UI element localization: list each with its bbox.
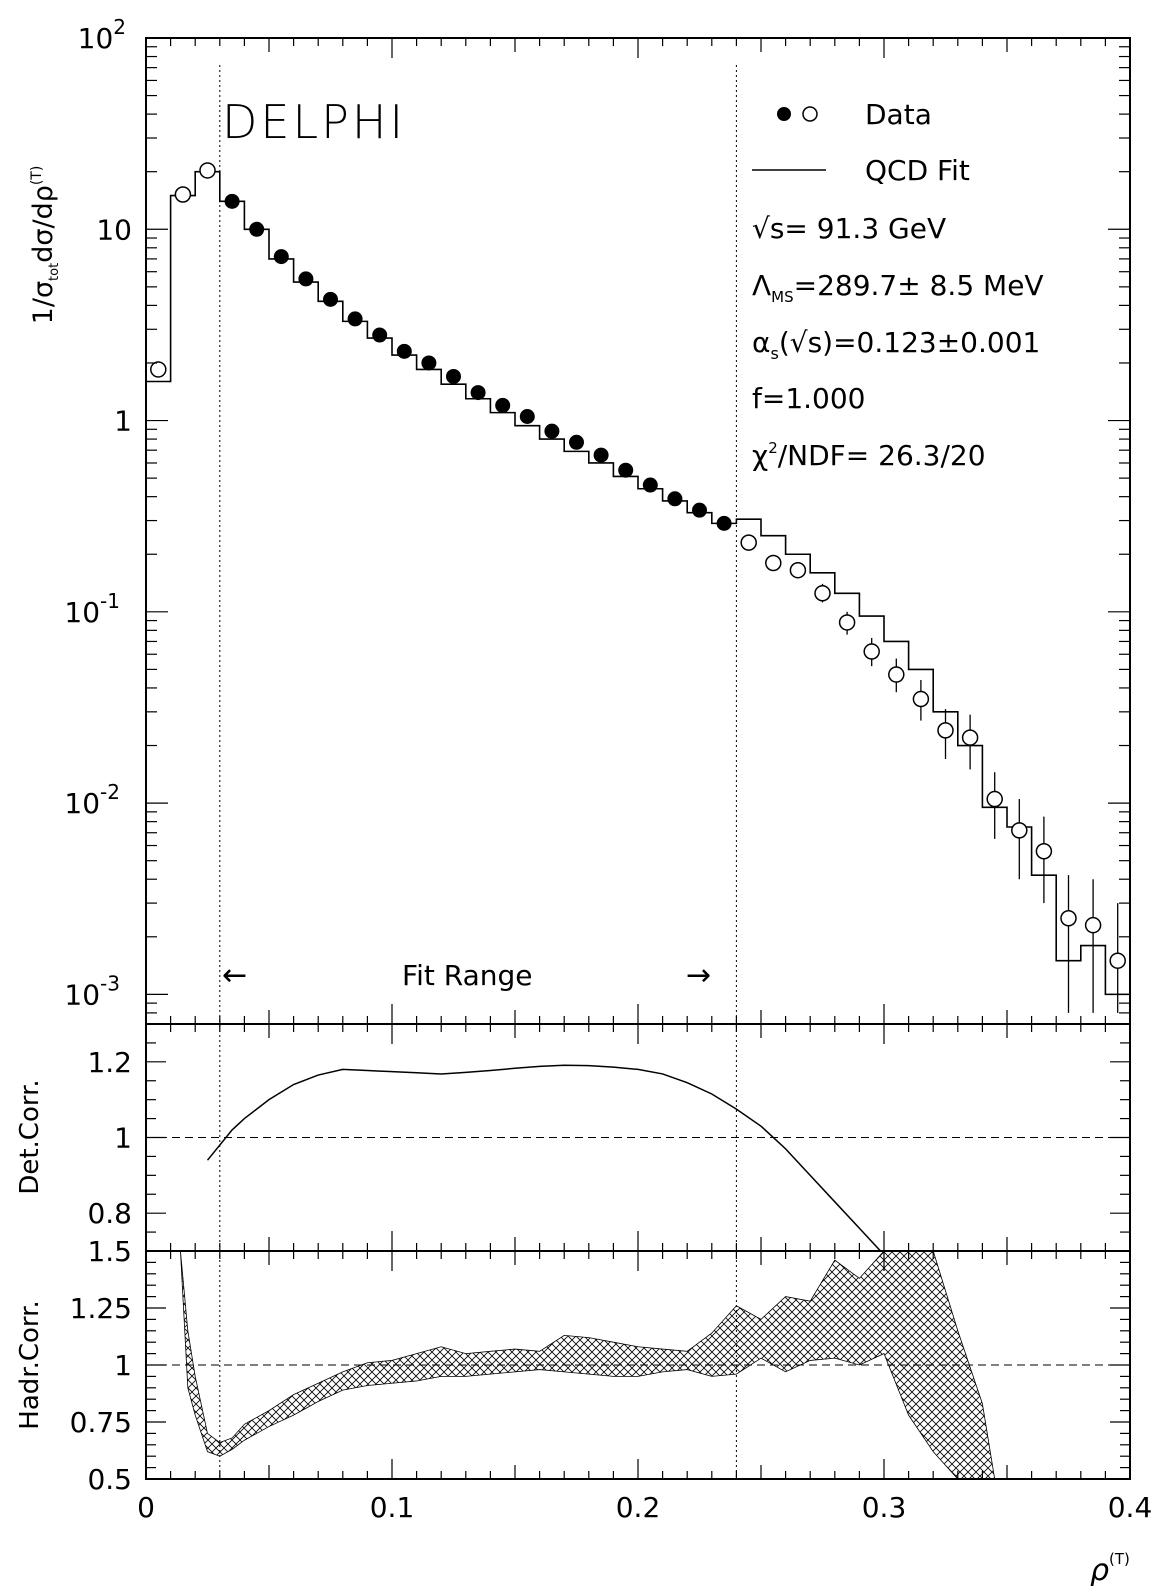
legend-data-label: Data: [865, 98, 932, 131]
data-point-filled: [224, 193, 240, 209]
had-y-tick-label: 1: [114, 1349, 132, 1382]
data-point-filled: [347, 311, 363, 327]
detector-correction-curve: [206, 1064, 882, 1251]
y-tick-label: 10-3: [64, 971, 120, 1011]
main-y-axis-title: 1/σtotdσ/dρ(T): [28, 166, 62, 325]
axis-ticks: [145, 37, 1131, 1480]
data-point-open: [838, 614, 856, 631]
had-y-tick-label: 1.5: [87, 1235, 132, 1268]
data-point-open: [1109, 952, 1126, 969]
data-point-open: [199, 162, 216, 179]
x-tick-label: 0.1: [370, 1491, 415, 1524]
hadronization-y-axis-title: Hadr.Corr.: [15, 1300, 45, 1429]
qcd-fit-step-line: [146, 170, 1130, 996]
data-point-filled: [298, 271, 314, 287]
data-point-filled: [421, 355, 437, 371]
data-point-open: [863, 643, 880, 660]
data-point-open: [1060, 910, 1077, 927]
y-tick-label: 102: [78, 15, 126, 55]
data-point-filled: [273, 249, 289, 265]
data-point-open: [1035, 843, 1053, 860]
data-point-filled: [642, 477, 658, 493]
f-annotation: f=1.000: [752, 382, 865, 415]
fit-range-arrow-left: ←: [222, 958, 247, 993]
had-y-tick-label: 0.75: [70, 1406, 132, 1439]
data-point-open: [740, 534, 757, 551]
fit-range-arrow-right: →: [686, 958, 711, 993]
data-point-filled: [692, 502, 707, 518]
data-point-open: [986, 790, 1003, 808]
data-point-filled: [618, 462, 634, 478]
x-tick-label: 0.3: [862, 1491, 907, 1524]
data-point-open: [789, 561, 807, 579]
data-point-open: [961, 729, 979, 746]
y-tick-label: 1: [114, 405, 132, 438]
hadronization-plot-layer: [180, 1251, 996, 1479]
data-point-filled: [667, 491, 683, 507]
data-point-filled: [593, 447, 609, 463]
data-point-filled: [249, 221, 265, 237]
data-point-filled: [569, 434, 584, 450]
hadronization-correction-band: [180, 1251, 996, 1479]
chi2-annotation: χ2/NDF= 26.3/20: [752, 439, 986, 472]
x-tick-label: 0.4: [1108, 1491, 1153, 1524]
x-axis-title: ρ(T): [1090, 1550, 1130, 1586]
data-point-filled: [544, 423, 560, 439]
data-point-filled: [396, 343, 412, 359]
fit-range-label: Fit Range: [402, 959, 532, 992]
data-point-open: [937, 722, 954, 739]
data-point-open: [814, 585, 831, 602]
data-point-open: [1011, 822, 1028, 839]
legend-filled-marker: [777, 107, 791, 121]
data-point-filled: [519, 408, 535, 424]
had-y-tick-label: 0.5: [87, 1463, 132, 1496]
data-point-open: [1084, 916, 1102, 934]
tick-labels: 0 0.1 0.2 0.3 0.4 102 10 1 10-1 10-2 10-3 1.2 1 0.8 1.…: [64, 15, 1152, 1524]
x-tick-label: 0: [137, 1491, 155, 1524]
lambda-annotation: ΛMS=289.7± 8.5 MeV: [752, 269, 1044, 306]
data-point-filled: [470, 385, 486, 401]
data-point-open: [912, 690, 930, 708]
data-point-filled: [323, 291, 338, 307]
had-y-tick-label: 1.25: [70, 1292, 132, 1325]
y-tick-label: 10-2: [64, 780, 120, 820]
data-point-open: [174, 186, 192, 203]
y-tick-label: 10-1: [64, 589, 120, 629]
chart-title: DELPHI: [222, 95, 406, 149]
detector-plot-layer: [206, 1064, 882, 1251]
legend-open-marker: [802, 106, 818, 122]
data-point-filled: [495, 397, 511, 413]
det-y-tick-label: 1: [114, 1122, 132, 1155]
main-plot-layer: [146, 162, 1130, 1013]
data-point-open: [888, 666, 905, 683]
main-panel-frame: [145, 37, 1131, 1025]
det-y-tick-label: 1.2: [87, 1046, 132, 1079]
data-point-filled: [372, 327, 388, 343]
energy-annotation: √s= 91.3 GeV: [752, 212, 946, 245]
y-tick-label: 10: [96, 213, 132, 246]
legend-fit-label: QCD Fit: [865, 154, 970, 187]
data-point-open: [765, 554, 782, 572]
detector-y-axis-title: Det.Corr.: [15, 1079, 45, 1194]
x-tick-label: 0.2: [616, 1491, 661, 1524]
det-y-tick-label: 0.8: [87, 1197, 132, 1230]
data-point-filled: [716, 515, 732, 531]
data-point-open: [150, 361, 167, 378]
data-point-filled: [446, 368, 461, 384]
alpha-annotation: αs(√s)=0.123±0.001: [752, 326, 1040, 363]
